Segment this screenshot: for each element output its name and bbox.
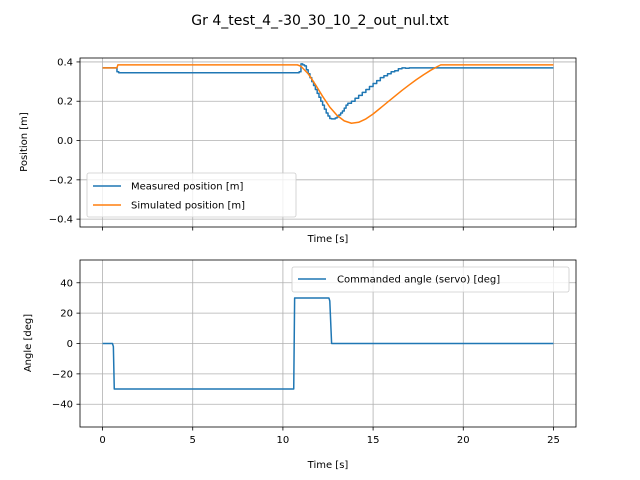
legend-label-commanded: Commanded angle (servo) [deg] (337, 275, 500, 286)
angle-xtick-label: 0 (99, 435, 105, 446)
angle-ytick-label: 0 (67, 339, 73, 350)
figure-title: Gr 4_test_4_-30_30_10_2_out_nul.txt (191, 13, 449, 29)
angle-ytick-label: −20 (52, 369, 73, 380)
position-legend: Measured position [m] Simulated position… (86, 172, 297, 218)
position-ytick-label: 0.2 (57, 97, 73, 108)
angle-ticks: 0 5 10 15 20 25 −40 −20 0 20 40 (52, 278, 560, 446)
angle-legend: Commanded angle (servo) [deg] (291, 266, 570, 293)
position-grid (80, 58, 576, 227)
position-ticks: −0.4 −0.2 0.0 0.2 0.4 (49, 57, 554, 231)
angle-xtick-label: 15 (367, 435, 380, 446)
position-ylabel: Position [m] (19, 112, 30, 172)
series-line-commanded-angle-servo (102, 297, 554, 390)
position-ytick-label: −0.2 (49, 175, 73, 186)
position-ytick-label: 0.4 (57, 57, 73, 68)
angle-subplot: 0 5 10 15 20 25 −40 −20 0 20 40 Time [s] Angle [de… (23, 259, 577, 471)
angle-xlabel: Time [s] (307, 460, 349, 471)
position-legend-frame (86, 172, 297, 218)
position-axes-frame (79, 57, 577, 228)
legend-label-simulated: Simulated position [m] (131, 201, 245, 212)
series-line-simulated-position (102, 64, 554, 124)
angle-xtick-label: 25 (547, 435, 560, 446)
angle-ytick-label: 20 (60, 309, 73, 320)
position-ytick-label: −0.4 (49, 215, 73, 226)
series-line-measured-position (102, 63, 554, 120)
position-xlabel: Time [s] (307, 234, 349, 245)
position-subplot: −0.4−0.20.00.20.4 Time [s] Position [m] … (19, 57, 577, 245)
angle-ytick-label: 40 (60, 278, 73, 289)
angle-grid (80, 260, 576, 427)
angle-legend-frame (291, 266, 570, 293)
angle-xtick-label: 20 (457, 435, 470, 446)
angle-ytick-label: −40 (52, 400, 73, 411)
angle-xtick-label: 5 (190, 435, 196, 446)
angle-plot-area (102, 297, 554, 390)
legend-label-measured: Measured position [m] (131, 182, 243, 193)
position-plot-area (102, 63, 554, 124)
angle-xtick-label: 10 (277, 435, 290, 446)
position-ytick-label: 0.0 (57, 136, 73, 147)
angle-ylabel: Angle [deg] (23, 314, 34, 372)
